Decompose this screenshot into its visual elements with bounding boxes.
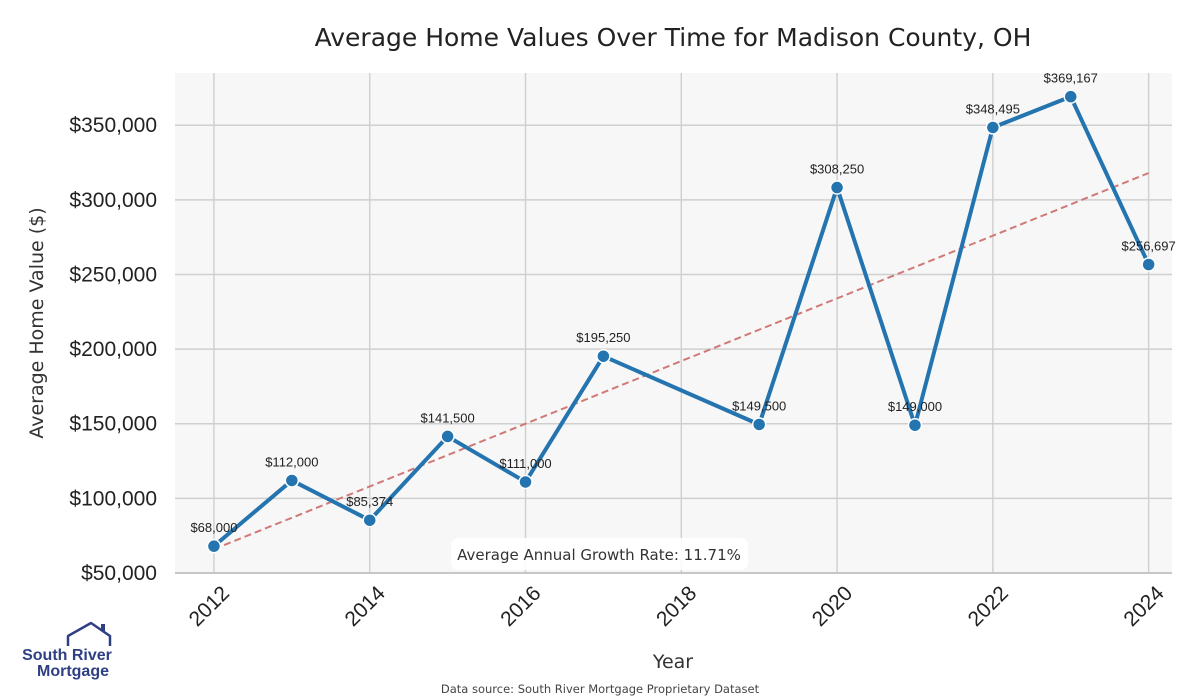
data-point bbox=[985, 120, 1001, 135]
data-source-note: Data source: South River Mortgage Propri… bbox=[441, 682, 760, 696]
data-point bbox=[440, 429, 455, 444]
data-point bbox=[1141, 257, 1156, 272]
data-label: $111,000 bbox=[499, 456, 551, 471]
data-point bbox=[751, 417, 767, 432]
x-tick-label: 2024 bbox=[1119, 582, 1169, 632]
data-point bbox=[362, 512, 377, 528]
x-tick-label: 2018 bbox=[652, 582, 701, 631]
data-point bbox=[206, 538, 222, 554]
y-axis-label: Average Home Value ($) bbox=[26, 207, 48, 438]
y-tick-label: $300,000 bbox=[69, 189, 157, 212]
data-label: $369,167 bbox=[1044, 71, 1098, 86]
chimney-icon bbox=[101, 624, 105, 631]
x-tick-label: 2020 bbox=[808, 582, 857, 631]
data-label: $308,250 bbox=[810, 162, 864, 177]
logo: South River Mortgage bbox=[22, 621, 112, 680]
data-label: $141,500 bbox=[421, 410, 475, 425]
x-tick-label: 2022 bbox=[964, 582, 1013, 631]
x-tick-label: 2012 bbox=[185, 582, 234, 631]
data-labels: $68,000 $112,000 $85,374 $141,500 $111,000 $1… bbox=[190, 71, 1175, 536]
data-point bbox=[596, 348, 611, 364]
y-tick-label: $250,000 bbox=[69, 263, 157, 286]
data-label: $195,250 bbox=[576, 330, 630, 345]
series-line-path bbox=[211, 94, 1151, 549]
data-points bbox=[206, 89, 1156, 554]
trendline-segment bbox=[213, 172, 1150, 551]
y-tick-labels: $50,000 $100,000 $150,000 $200,000 $250,000 $… bbox=[69, 114, 157, 585]
growth-rate-annotation: Average Annual Growth Rate: 11.71% bbox=[451, 538, 748, 570]
logo-line-2: Mortgage bbox=[37, 663, 109, 680]
data-label: $149,500 bbox=[732, 398, 786, 413]
logo-line-1: South River bbox=[22, 647, 112, 664]
x-axis-label: Year bbox=[652, 651, 693, 673]
chart-title: Average Home Values Over Time for Madiso… bbox=[315, 23, 1032, 52]
data-label: $256,697 bbox=[1122, 238, 1176, 253]
house-roof-icon bbox=[66, 621, 112, 646]
data-label: $149,000 bbox=[888, 399, 942, 414]
data-label: $68,000 bbox=[190, 520, 237, 535]
data-point bbox=[518, 474, 533, 490]
y-tick-label: $350,000 bbox=[69, 114, 157, 137]
growth-rate-box bbox=[451, 538, 748, 570]
x-tick-labels: 2012 2014 2016 2018 2020 2022 2024 bbox=[185, 582, 1169, 632]
y-tick-label: $50,000 bbox=[81, 562, 157, 585]
grid bbox=[175, 73, 1172, 574]
data-label: $85,374 bbox=[346, 494, 393, 509]
data-point bbox=[284, 473, 300, 488]
trendline bbox=[213, 172, 1150, 551]
plot-background bbox=[175, 73, 1172, 573]
data-point bbox=[829, 180, 845, 195]
y-tick-label: $100,000 bbox=[69, 487, 157, 510]
y-tick-label: $200,000 bbox=[69, 338, 157, 361]
data-point bbox=[907, 417, 923, 433]
series-line bbox=[211, 94, 1151, 549]
x-tick-label: 2016 bbox=[496, 582, 545, 631]
data-label: $112,000 bbox=[265, 454, 318, 469]
growth-rate-text: Average Annual Growth Rate: 11.71% bbox=[457, 546, 741, 564]
data-point bbox=[1063, 89, 1078, 104]
x-tick-label: 2014 bbox=[340, 582, 390, 632]
y-tick-label: $150,000 bbox=[69, 413, 157, 436]
data-label: $348,495 bbox=[966, 101, 1020, 116]
